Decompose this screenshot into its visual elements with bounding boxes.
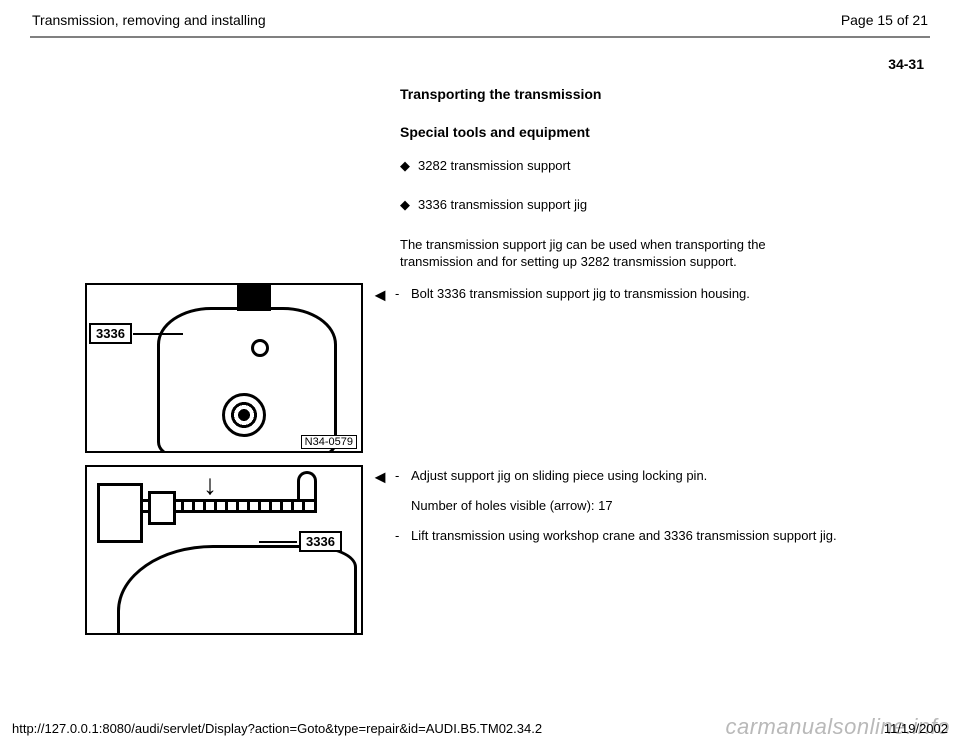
- fig2-slider-shape: [148, 491, 176, 525]
- tool-bullet: ◆ 3336 transmission support jig: [400, 197, 800, 214]
- figure-1-label: 3336: [89, 323, 132, 344]
- bullet-icon: ◆: [400, 197, 418, 214]
- fig2-bar-holes: [115, 502, 311, 510]
- step-note: Number of holes visible (arrow): 17: [395, 497, 922, 515]
- bullet-icon: ◆: [400, 158, 418, 175]
- step-text: Lift transmission using workshop crane a…: [411, 527, 837, 545]
- page-indicator: Page 15 of 21: [841, 12, 928, 28]
- step-text: Adjust support jig on sliding piece usin…: [411, 467, 707, 485]
- section-number: 34-31: [30, 56, 930, 72]
- fig1-hole-shape: [251, 339, 269, 357]
- fig1-shaft-shape: [222, 393, 266, 437]
- intro-paragraph: The transmission support jig can be used…: [400, 236, 800, 271]
- pointer-arrow-icon: ◄: [363, 283, 395, 306]
- footer-url: http://127.0.0.1:8080/audi/servlet/Displ…: [12, 721, 542, 736]
- fig1-bolt-shape: [237, 283, 271, 311]
- step-item: - Bolt 3336 transmission support jig to …: [395, 285, 922, 303]
- step-text: Bolt 3336 transmission support jig to tr…: [411, 285, 750, 303]
- tool-bullet: ◆ 3282 transmission support: [400, 158, 800, 175]
- step-item: - Lift transmission using workshop crane…: [395, 527, 922, 545]
- figure-2-label: 3336: [299, 531, 342, 552]
- dash-icon: -: [395, 285, 411, 303]
- pointer-arrow-icon: ◄: [363, 465, 395, 488]
- intro-column: Transporting the transmission Special to…: [400, 86, 800, 271]
- header-rule: [30, 36, 930, 38]
- figure-2: ↓ 3336: [85, 465, 363, 635]
- fig2-leader-line: [259, 541, 297, 543]
- footer-date: 11/19/2002: [884, 721, 948, 736]
- figure-1: 3336 N34-0579: [85, 283, 363, 453]
- heading-transporting: Transporting the transmission: [400, 86, 800, 102]
- doc-title: Transmission, removing and installing: [32, 12, 266, 28]
- down-arrow-icon: ↓: [203, 471, 217, 499]
- tool-text: 3336 transmission support jig: [418, 197, 587, 214]
- heading-special-tools: Special tools and equipment: [400, 124, 800, 140]
- dash-icon: -: [395, 527, 411, 545]
- tool-text: 3282 transmission support: [418, 158, 570, 175]
- fig2-hook-shape: [297, 471, 317, 499]
- figure-1-caption: N34-0579: [301, 435, 357, 449]
- step-row-2: ↓ 3336 ◄ - Adjust support jig on sliding…: [30, 465, 930, 635]
- step-row-1: 3336 N34-0579 ◄ - Bolt 3336 transmission…: [30, 283, 930, 453]
- step-item: - Adjust support jig on sliding piece us…: [395, 467, 922, 485]
- fig1-leader-line: [133, 333, 183, 335]
- fig2-clamp-shape: [97, 483, 143, 543]
- fig2-housing-shape: [117, 545, 357, 635]
- dash-icon: -: [395, 467, 411, 485]
